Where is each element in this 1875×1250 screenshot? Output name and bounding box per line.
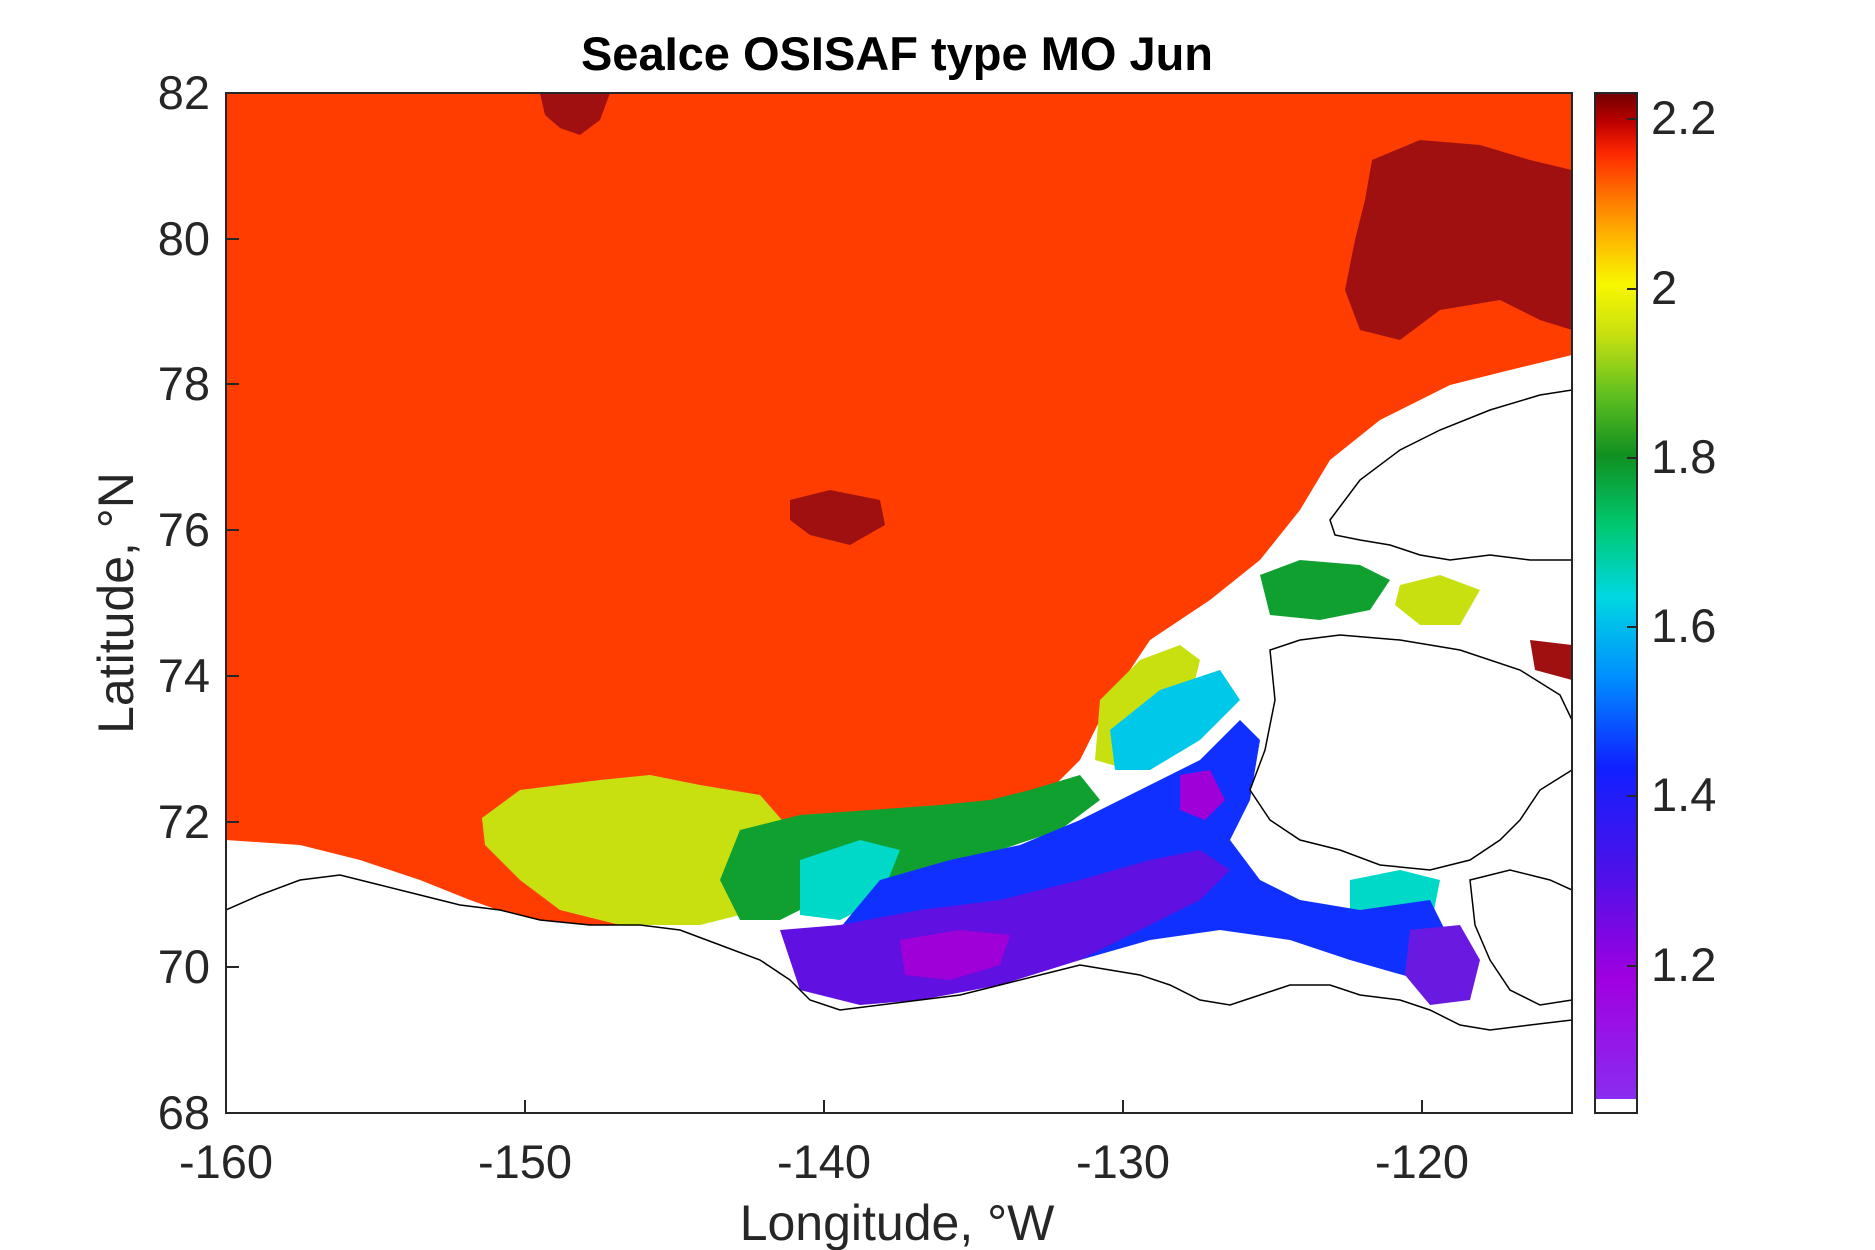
colorbar-min-swatch	[1595, 1099, 1637, 1113]
region-magenta-nearshore	[900, 930, 1010, 980]
region-multi-year-ice	[226, 93, 1572, 925]
colorbar-tick-label: 1.6	[1651, 599, 1716, 652]
x-tick-label: -160	[179, 1135, 273, 1188]
x-tick-label: -120	[1375, 1135, 1469, 1188]
region-thick-ice-ne	[1345, 140, 1572, 340]
x-tick-label: -150	[478, 1135, 572, 1188]
colorbar-gradient	[1595, 93, 1637, 1099]
region-purple-east	[1405, 925, 1480, 1005]
y-tick-label: 82	[158, 66, 210, 119]
colorbar: 1.2 1.4 1.6 1.8 2 2.2	[1594, 91, 1716, 1114]
land-alaska-coast	[226, 874, 1572, 1113]
y-axis: 68 70 72 74 76 78 80 82 Latitude, °N	[88, 66, 239, 1139]
y-axis-label: Latitude, °N	[88, 472, 144, 734]
x-axis: -160 -150 -140 -130 -120 Longitude, °W	[179, 1100, 1469, 1250]
x-tick-label: -130	[1076, 1135, 1170, 1188]
region-cyan-band-2	[1110, 670, 1240, 770]
map-layer	[226, 93, 1572, 1113]
colorbar-tick-label: 1.4	[1651, 768, 1716, 821]
colorbar-tick-label: 2	[1651, 261, 1677, 314]
region-magenta-2	[1180, 770, 1225, 820]
y-tick-label: 68	[158, 1086, 210, 1139]
colorbar-frame	[1594, 92, 1638, 1114]
plot-frame	[225, 92, 1573, 1114]
region-thick-ice-n	[540, 93, 610, 135]
colorbar-tick-label: 1.2	[1651, 938, 1716, 991]
y-tick-label: 72	[158, 795, 210, 848]
y-tick-label: 80	[158, 212, 210, 265]
land-victoria-peninsula	[1469, 869, 1572, 1006]
region-thick-ice-e	[1530, 640, 1572, 680]
region-purple-nearshore	[780, 850, 1230, 1005]
land-banks-island	[1249, 634, 1572, 871]
y-tick-label: 74	[158, 649, 210, 702]
colorbar-tick-label: 1.8	[1651, 430, 1716, 483]
region-thick-ice-c	[790, 490, 885, 545]
land-arctic-islands	[1329, 389, 1572, 561]
x-axis-label: Longitude, °W	[740, 1195, 1055, 1250]
chart-title: SeaIce OSISAF type MO Jun	[581, 27, 1213, 80]
y-tick-label: 78	[158, 357, 210, 410]
x-tick-label: -140	[777, 1135, 871, 1188]
region-green-band-east	[1260, 560, 1390, 620]
region-shelf-ice-west	[482, 775, 795, 925]
y-tick-label: 76	[158, 503, 210, 556]
region-shelf-ice-east	[1395, 575, 1480, 625]
y-tick-label: 70	[158, 940, 210, 993]
colorbar-tick-label: 2.2	[1651, 91, 1716, 144]
